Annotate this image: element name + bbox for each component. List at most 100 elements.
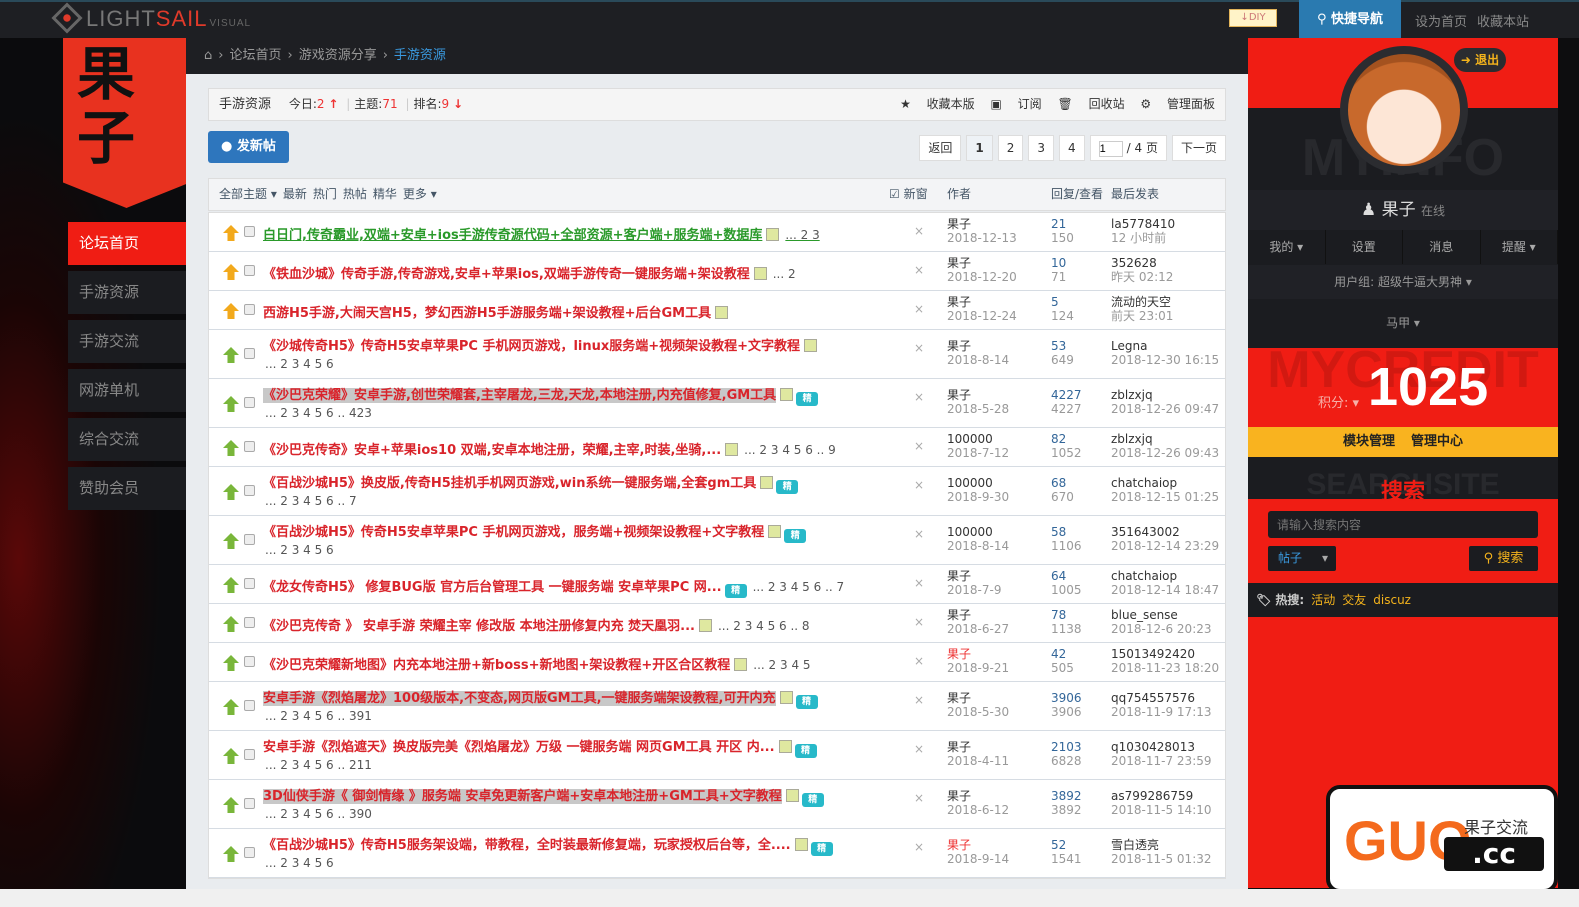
sidebar-item[interactable]: 手游资源 xyxy=(68,271,186,314)
last-post-time[interactable]: 2018-11-9 17:13 xyxy=(1111,705,1212,719)
last-poster[interactable]: 351643002 xyxy=(1111,525,1180,539)
thread-up-icon[interactable] xyxy=(223,846,239,862)
last-poster[interactable]: zblzxjq xyxy=(1111,432,1153,446)
breadcrumb-item[interactable]: 手游资源 xyxy=(393,48,446,63)
thread-pages[interactable]: ... 2 3 4 5 6 xyxy=(265,357,334,371)
favorite-forum-button[interactable]: ★ 收藏本版 xyxy=(900,97,975,111)
thread-up-icon[interactable] xyxy=(223,396,239,412)
thread-up-icon[interactable] xyxy=(223,655,239,671)
last-post-time[interactable]: 12 小时前 xyxy=(1111,231,1167,245)
last-poster[interactable]: chatchaiop xyxy=(1111,569,1178,583)
thread-up-icon[interactable] xyxy=(223,347,239,363)
page-input[interactable] xyxy=(1098,141,1123,157)
thread-title-link[interactable]: 《百战沙城H5》传奇H5安卓苹果PC 手机网页游戏，服务端+视频架设教程+文字教… xyxy=(263,525,765,540)
avatar[interactable] xyxy=(1340,46,1468,174)
thread-pages[interactable]: ... 2 3 4 5 6 xyxy=(265,543,334,557)
thread-pages[interactable]: ... 2 3 4 5 6 .. 8 xyxy=(717,619,810,633)
last-poster[interactable]: la5778410 xyxy=(1111,217,1176,231)
hot-thread-icon[interactable] xyxy=(223,264,239,280)
last-post-time[interactable]: 2018-12-14 23:29 xyxy=(1111,539,1220,553)
last-post-time[interactable]: 前天 23:01 xyxy=(1111,309,1174,323)
close-icon[interactable]: × xyxy=(914,615,925,629)
brand-logo[interactable]: 果子 xyxy=(63,38,190,208)
back-button[interactable]: 返回 xyxy=(919,135,962,161)
hot-thread-icon[interactable] xyxy=(223,225,239,241)
filter-tab[interactable]: 更多 ▾ xyxy=(402,187,437,201)
thread-title-link[interactable]: 《百战沙城H5》换皮版,传奇H5挂机手机网页游戏,win系统一键服务端,全套gm… xyxy=(263,476,757,491)
author-name[interactable]: 100000 xyxy=(947,476,993,490)
thread-up-icon[interactable] xyxy=(223,440,239,456)
hot-keyword-link[interactable]: 活动 xyxy=(1311,593,1336,607)
thread-title-link[interactable]: 安卓手游《烈焰屠龙》100级版本,不变态,网页版GM工具,一键服务端架设教程,可… xyxy=(263,691,776,706)
thread-checkbox[interactable] xyxy=(244,348,255,359)
last-poster[interactable]: blue_sense xyxy=(1111,608,1178,622)
filter-tab[interactable]: 最新 xyxy=(282,187,307,201)
home-icon[interactable]: ⌂ xyxy=(204,48,213,63)
last-post-time[interactable]: 昨天 02:12 xyxy=(1111,270,1174,284)
thread-pages[interactable]: ... 2 3 4 5 6 xyxy=(265,856,334,870)
thread-checkbox[interactable] xyxy=(244,656,255,667)
page-button[interactable]: 1 xyxy=(966,135,993,161)
thread-checkbox[interactable] xyxy=(244,441,255,452)
thread-up-icon[interactable] xyxy=(223,533,239,549)
last-poster[interactable]: q1030428013 xyxy=(1111,740,1195,754)
thread-title-link[interactable]: 《铁血沙城》传奇手游,传奇游戏,安卓+苹果ios,双端手游传奇一键服务端+架设教… xyxy=(263,267,750,282)
last-poster[interactable]: Legna xyxy=(1111,339,1148,353)
thread-title-link[interactable]: 《沙城传奇H5》传奇H5安卓苹果PC 手机网页游戏，linux服务端+视频架设教… xyxy=(263,339,801,354)
thread-pages[interactable]: ... 2 3 4 5 6 .. 391 xyxy=(265,709,372,723)
author-name[interactable]: 果子 xyxy=(947,608,972,622)
thread-title-link[interactable]: 《沙巴克传奇》安卓+苹果ios10 双端,安卓本地注册，荣耀,主宰,时装,坐骑,… xyxy=(263,443,722,458)
user-group-dropdown[interactable]: 用户组: 超级牛逼大男神 ▾ xyxy=(1248,265,1558,299)
sidebar-item[interactable]: 综合交流 xyxy=(68,418,186,461)
thread-title-link[interactable]: 西游H5手游,大闹天宫H5，梦幻西游H5手游服务端+架设教程+后台GM工具 xyxy=(263,306,712,321)
quick-nav-button[interactable]: ⚲ 快捷导航 xyxy=(1299,0,1401,40)
close-icon[interactable]: × xyxy=(914,478,925,492)
filter-tab[interactable]: 热门 xyxy=(312,187,337,201)
close-icon[interactable]: × xyxy=(914,341,925,355)
close-icon[interactable]: × xyxy=(914,527,925,541)
thread-title-link[interactable]: 《沙巴克荣耀》安卓手游,创世荣耀套,主宰屠龙,三龙,天龙,本地注册,内充值修复,… xyxy=(263,388,777,403)
sidebar-item[interactable]: 论坛首页 xyxy=(68,222,186,265)
last-poster[interactable]: 流动的天空 xyxy=(1111,295,1172,309)
last-poster[interactable]: as799286759 xyxy=(1111,789,1194,803)
author-name[interactable]: 果子 xyxy=(947,256,972,270)
thread-up-icon[interactable] xyxy=(223,748,239,764)
close-icon[interactable]: × xyxy=(914,224,925,238)
module-manage-link[interactable]: 模块管理 xyxy=(1342,434,1395,449)
last-post-time[interactable]: 2018-12-26 09:43 xyxy=(1111,446,1220,460)
last-poster[interactable]: qq754557576 xyxy=(1111,691,1195,705)
thread-up-icon[interactable] xyxy=(223,484,239,500)
thread-checkbox[interactable] xyxy=(244,226,255,237)
close-icon[interactable]: × xyxy=(914,654,925,668)
filter-tab[interactable]: 热帖 xyxy=(342,187,367,201)
user-menu-item[interactable]: 消息 xyxy=(1403,230,1481,264)
author-name[interactable]: 100000 xyxy=(947,525,993,539)
thread-checkbox[interactable] xyxy=(244,700,255,711)
author-name[interactable]: 果子 xyxy=(947,339,972,353)
subscribe-button[interactable]: ▣ 订阅 xyxy=(990,97,1042,111)
close-icon[interactable]: × xyxy=(914,439,925,453)
last-poster[interactable]: 352628 xyxy=(1111,256,1157,270)
author-name[interactable]: 果子 xyxy=(947,740,972,754)
thread-title-link[interactable]: 《沙巴克荣耀新地图》内充本地注册+新boss+新地图+架设教程+开区合区教程 xyxy=(263,658,731,673)
thread-title-link[interactable]: 安卓手游《烈焰遮天》换皮版完美《烈焰屠龙》万级 一键服务端 网页GM工具 开区 … xyxy=(263,740,775,755)
author-name[interactable]: 果子 xyxy=(947,569,972,583)
thread-checkbox[interactable] xyxy=(244,304,255,315)
thread-title-link[interactable]: 《百战沙城H5》传奇H5服务架设端，带教程，全时装最新修复端，玩家授权后台等，全… xyxy=(263,838,791,853)
sidebar-item[interactable]: 手游交流 xyxy=(68,320,186,363)
page-button[interactable]: 3 xyxy=(1028,135,1055,161)
thread-checkbox[interactable] xyxy=(244,847,255,858)
author-name[interactable]: 果子 xyxy=(947,691,972,705)
page-button[interactable]: 4 xyxy=(1059,135,1085,161)
majia-dropdown[interactable]: 马甲 ▾ xyxy=(1248,300,1558,346)
thread-checkbox[interactable] xyxy=(244,617,255,628)
search-button[interactable]: ⚲ 搜索 xyxy=(1469,546,1538,571)
last-poster[interactable]: 15013492420 xyxy=(1111,647,1195,661)
close-icon[interactable]: × xyxy=(914,390,925,404)
admin-center-link[interactable]: 管理中心 xyxy=(1411,434,1464,449)
bookmark-link[interactable]: 收藏本站 xyxy=(1477,15,1530,30)
breadcrumb-item[interactable]: 游戏资源分享 xyxy=(298,48,377,63)
thread-checkbox[interactable] xyxy=(244,485,255,496)
recycle-bin-button[interactable]: 🗑 回收站 xyxy=(1057,97,1125,111)
filter-tab[interactable]: 精华 xyxy=(372,187,397,201)
